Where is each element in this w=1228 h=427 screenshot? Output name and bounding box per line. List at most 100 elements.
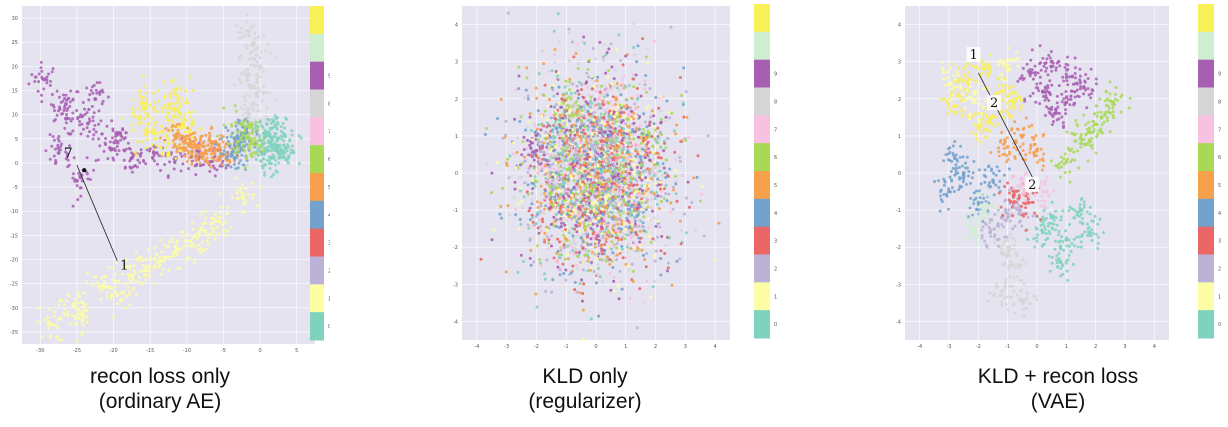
scatter-dot (563, 110, 567, 114)
scatter-dot (162, 140, 166, 144)
scatter-dot (281, 154, 285, 158)
scatter-dot (61, 112, 65, 116)
scatter-dot (597, 207, 601, 211)
scatter-dot (605, 51, 609, 55)
scatter-dot (283, 126, 287, 130)
scatter-dot (69, 89, 73, 93)
scatter-dot (559, 164, 563, 168)
scatter-dot (204, 159, 208, 163)
caption-line-2: (ordinary AE) (98, 390, 222, 413)
scatter-dot (535, 200, 539, 204)
scatter-dot (255, 90, 259, 94)
scatter-dot (611, 195, 615, 199)
scatter-dot (643, 258, 647, 262)
scatter-dot (121, 128, 125, 132)
scatter-dot (238, 36, 242, 40)
scatter-dot (538, 261, 542, 265)
scatter-dot (267, 159, 271, 163)
scatter-dot (86, 177, 90, 181)
scatter-dot (559, 225, 563, 229)
scatter-dot (578, 141, 582, 145)
scatter-dot (496, 116, 500, 120)
x-tick-label: -30 (36, 348, 44, 354)
scatter-dot (219, 137, 223, 141)
scatter-dot (600, 258, 604, 262)
scatter-dot (218, 156, 222, 160)
scatter-dot (545, 235, 549, 239)
scatter-dot (563, 114, 567, 118)
scatter-dot (632, 22, 636, 26)
scatter-dot (602, 210, 606, 214)
scatter-dot (57, 303, 61, 307)
scatter-dot (576, 96, 580, 100)
scatter-dot (563, 85, 567, 89)
scatter-dot (667, 192, 671, 196)
scatter-dot (594, 158, 598, 162)
scatter-dot (207, 137, 211, 141)
scatter-dot (109, 297, 113, 301)
scatter-dot (558, 273, 562, 277)
scatter-dot (553, 140, 557, 144)
scatter-dot (64, 93, 68, 97)
scatter-dot (255, 139, 259, 143)
scatter-dot (93, 97, 97, 101)
scatter-dot (644, 176, 648, 180)
scatter-dot (183, 112, 187, 116)
scatter-dot (262, 84, 266, 88)
scatter-dot (108, 140, 112, 144)
scatter-dot (638, 240, 642, 244)
scatter-dot (522, 135, 526, 139)
scatter-dot (567, 194, 571, 198)
scatter-dot (154, 136, 158, 140)
scatter-dot (188, 144, 192, 148)
scatter-dot (549, 105, 553, 109)
scatter-dot (532, 152, 536, 156)
scatter-dot (553, 120, 557, 124)
scatter-dot (174, 134, 178, 138)
scatter-dot (637, 236, 641, 240)
scatter-dot (608, 114, 612, 118)
scatter-dot (119, 138, 123, 142)
scatter-dot (71, 204, 75, 208)
scatter-dot (184, 258, 188, 262)
scatter-dot (651, 144, 655, 148)
scatter-dot (90, 105, 94, 109)
scatter-dot (627, 84, 631, 88)
scatter-dot (617, 84, 621, 88)
scatter-dot (607, 123, 611, 127)
scatter-dot (104, 274, 108, 278)
x-tick-label: 1 (624, 344, 627, 350)
scatter-dot (651, 153, 655, 157)
scatter-dot (567, 190, 571, 194)
scatter-dot (588, 201, 592, 205)
scatter-dot (539, 204, 543, 208)
scatter-dot (88, 119, 92, 123)
scatter-dot (79, 194, 83, 198)
scatter-dot (101, 90, 105, 94)
scatter-dot (524, 88, 528, 92)
scatter-dot (645, 279, 649, 283)
panel-kld: -4 -3 -2 -1 0 1 2 3 4 -4 -3 -2 -1 0 1 2 3 4 0 1 2 3 4 5 6 7 8 9 KLD… (440, 0, 780, 413)
scatter-dot (253, 58, 257, 62)
scatter-dot (249, 63, 253, 67)
scatter-dot (684, 231, 688, 235)
scatter-dot (120, 272, 124, 276)
scatter-dot (654, 96, 658, 100)
colorbar-tick-label: 8 (328, 101, 330, 107)
scatter-dot (122, 158, 126, 162)
scatter-dot (245, 154, 249, 158)
scatter-dot (646, 129, 650, 133)
scatter-dot (653, 128, 657, 132)
scatter-dot (542, 62, 546, 66)
scatter-dot (551, 154, 555, 158)
scatter-dot (80, 122, 84, 126)
scatter-dot (551, 88, 555, 92)
scatter-dot (56, 143, 60, 147)
scatter-dot (213, 237, 217, 241)
scatter-dot (256, 125, 260, 129)
scatter-dot (569, 168, 573, 172)
scatter-dot (243, 103, 247, 107)
scatter-dot (592, 218, 596, 222)
scatter-dot (126, 272, 130, 276)
scatter-dot (174, 241, 178, 245)
